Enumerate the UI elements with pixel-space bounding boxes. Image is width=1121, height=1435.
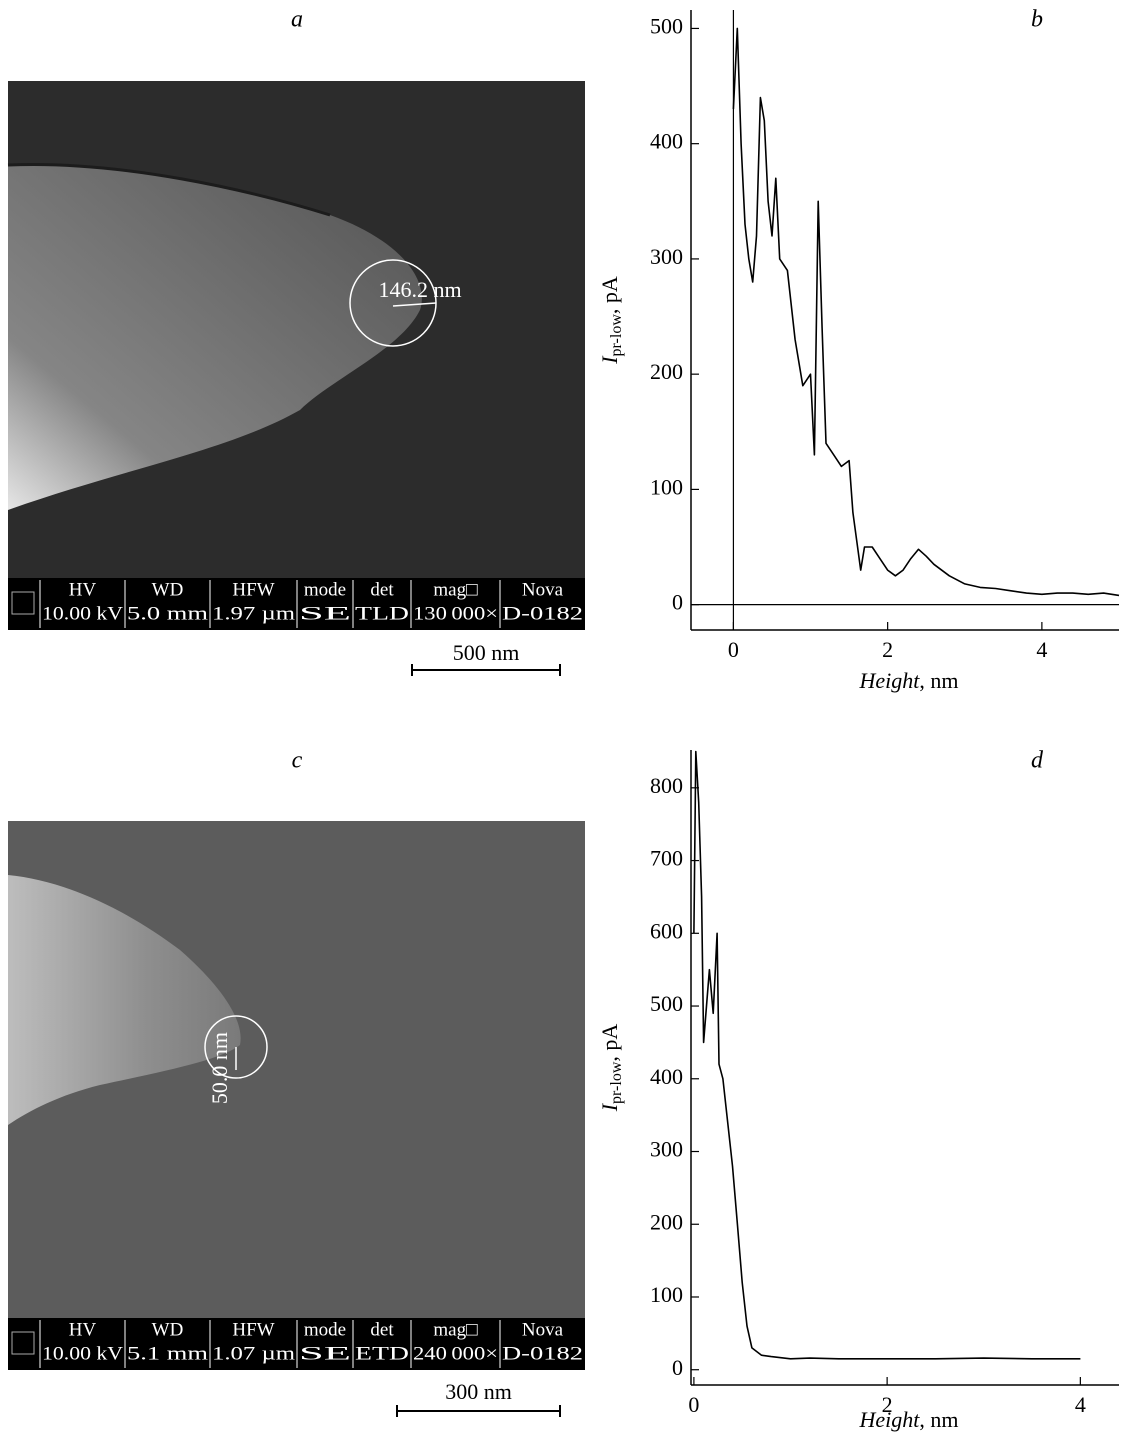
info-header: mag□ <box>433 579 478 600</box>
panel-label: a <box>291 7 303 33</box>
scale-bar-label: 300 nm <box>445 1379 512 1404</box>
y-label-symbol: I <box>597 355 622 365</box>
y-axis-label: Ipr-low, pA <box>597 276 625 365</box>
scale-bar-label: 500 nm <box>453 640 520 665</box>
info-header: WD <box>152 579 184 600</box>
logo <box>11 1331 35 1355</box>
info-header: HV <box>69 1319 97 1340</box>
info-header: det <box>370 579 394 600</box>
info-value: 10.00 kV <box>42 1343 123 1364</box>
y-tick-label: 100 <box>650 1282 683 1307</box>
data-line <box>693 750 1081 1360</box>
info-value: D-0182 <box>502 1343 583 1364</box>
x-tick-label: 2 <box>882 1392 893 1417</box>
info-value: SE <box>299 603 351 624</box>
info-value: 10.00 kV <box>42 603 123 624</box>
y-tick-label: 100 <box>650 474 683 499</box>
panel-label: b <box>1031 7 1043 33</box>
x-label-unit: , nm <box>919 1407 958 1432</box>
info-value: 5.1 mm <box>127 1343 208 1364</box>
y-label-subscript: pr-low <box>608 1061 625 1104</box>
info-header: WD <box>152 1319 184 1340</box>
y-tick-label: 300 <box>650 1137 683 1162</box>
info-header: HFW <box>232 579 274 600</box>
x-axis-label: Height, nm <box>858 1407 958 1432</box>
x-axis-label: Height, nm <box>858 668 958 693</box>
measurement-label: 146.2 nm <box>378 277 461 302</box>
x-tick-label: 0 <box>728 637 739 662</box>
data-line <box>732 27 1120 597</box>
y-tick-label: 800 <box>650 773 683 798</box>
y-tick-label: 500 <box>650 13 683 38</box>
sem-image-c <box>8 821 585 1370</box>
measurement-label: 50.0 nm <box>207 1032 232 1104</box>
y-tick-label: 200 <box>650 1209 683 1234</box>
x-label-name: Height <box>858 668 920 693</box>
y-label-subscript: pr-low <box>608 314 625 357</box>
info-header: HV <box>69 579 97 600</box>
info-value: 1.97 µm <box>212 603 295 624</box>
panel-label: c <box>292 748 303 774</box>
y-tick-label: 400 <box>650 1064 683 1089</box>
y-label-symbol: I <box>597 1102 622 1112</box>
info-value: 1.07 µm <box>212 1343 295 1364</box>
x-tick-label: 2 <box>882 637 893 662</box>
info-header: mag□ <box>433 1319 478 1340</box>
info-header: mode <box>304 579 346 600</box>
info-value: TLD <box>355 603 409 624</box>
info-header: det <box>370 1319 394 1340</box>
info-value: SE <box>299 1343 351 1364</box>
x-tick-label: 4 <box>1036 637 1047 662</box>
y-label-unit: , pA <box>597 1024 622 1062</box>
sem-image-a <box>7 81 585 630</box>
y-tick-label: 200 <box>650 359 683 384</box>
info-value: ETD <box>355 1343 409 1364</box>
y-tick-label: 400 <box>650 129 683 154</box>
logo <box>11 591 35 615</box>
info-header: mode <box>304 1319 346 1340</box>
y-label-unit: , pA <box>597 276 622 314</box>
y-axis-label: Ipr-low, pA <box>597 1024 625 1113</box>
x-label-unit: , nm <box>919 668 958 693</box>
info-header: HFW <box>232 1319 274 1340</box>
y-tick-label: 0 <box>672 590 683 615</box>
info-value: 5.0 mm <box>127 603 208 624</box>
y-tick-label: 700 <box>650 846 683 871</box>
info-header: Nova <box>522 579 564 600</box>
x-tick-label: 4 <box>1075 1392 1086 1417</box>
info-value: D-0182 <box>502 603 583 624</box>
info-value: 130 000× <box>413 603 498 624</box>
x-tick-label: 0 <box>688 1392 699 1417</box>
y-tick-label: 300 <box>650 244 683 269</box>
y-tick-label: 600 <box>650 918 683 943</box>
panel-label: d <box>1031 748 1044 774</box>
info-header: Nova <box>522 1319 564 1340</box>
info-value: 240 000× <box>413 1343 498 1364</box>
y-tick-label: 500 <box>650 991 683 1016</box>
y-tick-label: 0 <box>672 1355 683 1380</box>
x-label-name: Height <box>858 1407 920 1432</box>
